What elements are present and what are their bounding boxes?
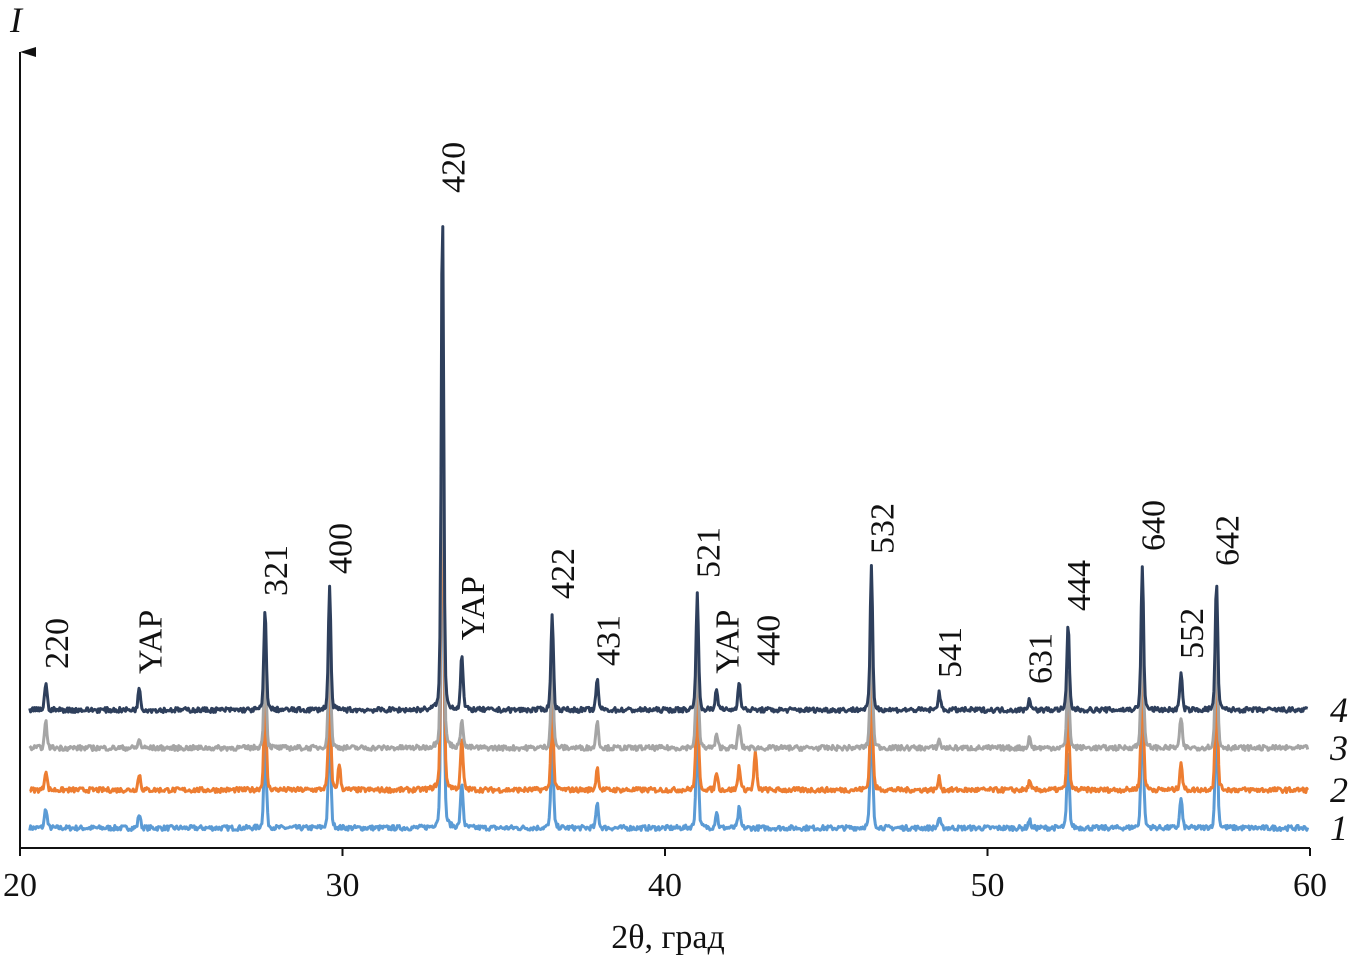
x-tick-label: 50	[971, 867, 1005, 904]
x-axis-label: 2θ, град	[611, 919, 725, 956]
x-tick-label: 40	[648, 867, 682, 904]
peak-label: 532	[864, 503, 901, 554]
series-4-line	[28, 225, 1309, 714]
peak-label: 400	[323, 523, 360, 574]
peak-label: 431	[590, 615, 627, 666]
peak-label: 420	[435, 142, 472, 193]
peak-label: 444	[1061, 560, 1098, 611]
x-ticks: 20 30 40 50 60	[3, 848, 1327, 904]
series-1-line	[28, 420, 1310, 832]
series-3-line	[28, 321, 1310, 752]
peak-label: YAP	[132, 610, 169, 674]
peak-label: 440	[751, 615, 788, 666]
peak-label: YAP	[455, 576, 492, 640]
series-2-label: 2	[1330, 770, 1348, 810]
x-tick-label: 60	[1293, 867, 1327, 904]
peak-label: 321	[258, 545, 295, 596]
peak-label: 552	[1174, 608, 1211, 659]
peak-label: 642	[1209, 515, 1246, 566]
peak-label: 640	[1135, 500, 1172, 551]
series-3-label: 3	[1329, 728, 1348, 768]
peak-label: 541	[932, 627, 969, 678]
y-axis-label: I	[9, 0, 24, 40]
peak-label: 220	[39, 618, 76, 669]
series-4-label: 4	[1330, 690, 1348, 730]
peak-label: YAP	[710, 610, 747, 674]
peak-label: 521	[690, 527, 727, 578]
peak-label: 422	[545, 548, 582, 599]
x-tick-label: 30	[326, 867, 360, 904]
series-layer	[28, 225, 1310, 832]
series-2-line	[29, 374, 1310, 794]
peak-label: 631	[1022, 633, 1059, 684]
series-1-label: 1	[1330, 808, 1348, 848]
x-tick-label: 20	[3, 867, 37, 904]
